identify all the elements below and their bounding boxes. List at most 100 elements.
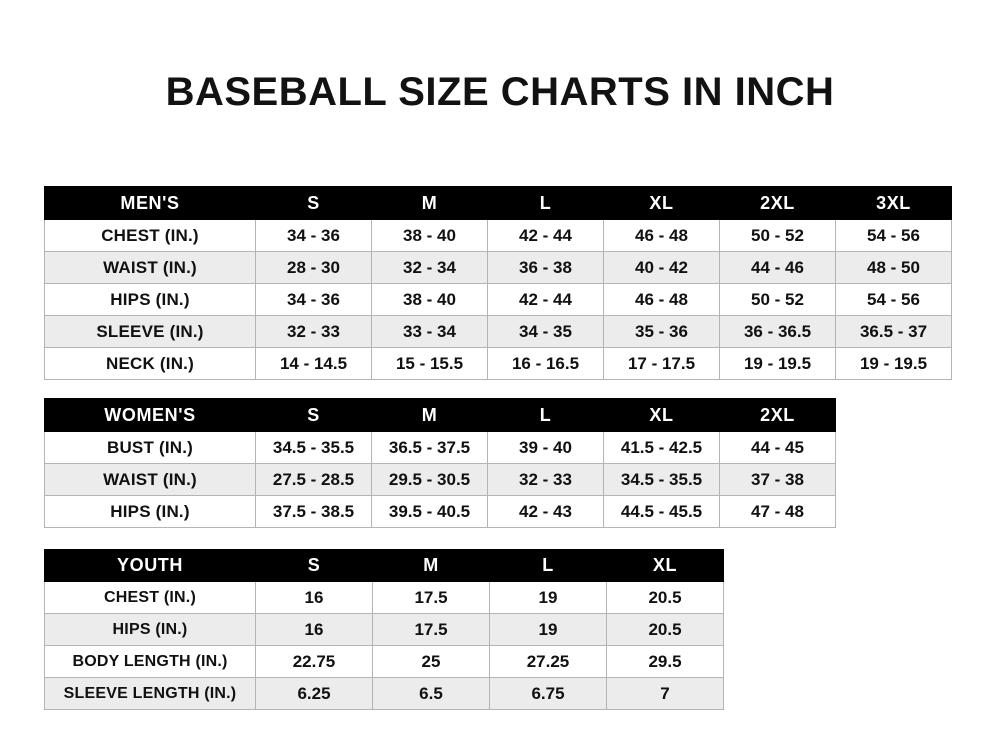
youth-size-header-xl: XL	[606, 549, 724, 582]
measurement-value: 54 - 56	[835, 219, 952, 252]
measurement-value: 17.5	[372, 581, 490, 614]
measurement-value: 14 - 14.5	[255, 347, 372, 380]
measurement-value: 36 - 38	[487, 251, 604, 284]
mens-header-row: MEN'S S M L XL 2XL 3XL	[44, 186, 952, 220]
table-row: BODY LENGTH (IN.) 22.75 25 27.25 29.5	[44, 645, 724, 678]
mens-size-header-s: S	[255, 186, 372, 220]
youth-size-table: YOUTH S M L XL CHEST (IN.) 16 17.5 19 20.5 HIPS (…	[44, 549, 724, 710]
measurement-value: 39 - 40	[487, 431, 604, 464]
table-row: NECK (IN.) 14 - 14.5 15 - 15.5 16 - 16.5 17 …	[44, 347, 952, 380]
womens-size-header-l: L	[487, 398, 604, 432]
mens-size-header-l: L	[487, 186, 604, 220]
measurement-value: 16	[255, 613, 373, 646]
measurement-value: 50 - 52	[719, 283, 836, 316]
measurement-value: 36 - 36.5	[719, 315, 836, 348]
measurement-value: 27.5 - 28.5	[255, 463, 372, 496]
womens-size-header-2xl: 2XL	[719, 398, 836, 432]
table-row: BUST (IN.) 34.5 - 35.5 36.5 - 37.5 39 - 40 4…	[44, 431, 836, 464]
measurement-value: 29.5 - 30.5	[371, 463, 488, 496]
measurement-value: 17 - 17.5	[603, 347, 720, 380]
mens-header-title: MEN'S	[44, 186, 256, 220]
mens-table-head: MEN'S S M L XL 2XL 3XL	[44, 186, 952, 220]
measurement-value: 36.5 - 37.5	[371, 431, 488, 464]
measurement-value: 34.5 - 35.5	[603, 463, 720, 496]
measurement-value: 25	[372, 645, 490, 678]
youth-measurement-label: HIPS (IN.)	[44, 613, 256, 646]
measurement-value: 34 - 35	[487, 315, 604, 348]
measurement-value: 19	[489, 613, 607, 646]
measurement-value: 42 - 43	[487, 495, 604, 528]
measurement-value: 34 - 36	[255, 283, 372, 316]
measurement-value: 44.5 - 45.5	[603, 495, 720, 528]
womens-measurement-label: WAIST (IN.)	[44, 463, 256, 496]
womens-header-row: WOMEN'S S M L XL 2XL	[44, 398, 836, 432]
youth-table-body: CHEST (IN.) 16 17.5 19 20.5 HIPS (IN.) 16 17.5 1…	[44, 581, 724, 710]
table-row: HIPS (IN.) 16 17.5 19 20.5	[44, 613, 724, 646]
measurement-value: 6.25	[255, 677, 373, 710]
measurement-value: 44 - 45	[719, 431, 836, 464]
measurement-value: 33 - 34	[371, 315, 488, 348]
measurement-value: 37.5 - 38.5	[255, 495, 372, 528]
mens-measurement-label: CHEST (IN.)	[44, 219, 256, 252]
mens-measurement-label: SLEEVE (IN.)	[44, 315, 256, 348]
measurement-value: 38 - 40	[371, 219, 488, 252]
measurement-value: 17.5	[372, 613, 490, 646]
measurement-value: 50 - 52	[719, 219, 836, 252]
measurement-value: 19 - 19.5	[719, 347, 836, 380]
womens-table-head: WOMEN'S S M L XL 2XL	[44, 398, 836, 432]
mens-measurement-label: NECK (IN.)	[44, 347, 256, 380]
measurement-value: 6.5	[372, 677, 490, 710]
measurement-value: 36.5 - 37	[835, 315, 952, 348]
measurement-value: 44 - 46	[719, 251, 836, 284]
table-row: HIPS (IN.) 34 - 36 38 - 40 42 - 44 46 - 48 50…	[44, 283, 952, 316]
table-row: SLEEVE LENGTH (IN.) 6.25 6.5 6.75 7	[44, 677, 724, 710]
mens-measurement-label: WAIST (IN.)	[44, 251, 256, 284]
measurement-value: 28 - 30	[255, 251, 372, 284]
measurement-value: 32 - 33	[487, 463, 604, 496]
mens-measurement-label: HIPS (IN.)	[44, 283, 256, 316]
measurement-value: 42 - 44	[487, 219, 604, 252]
youth-measurement-label: BODY LENGTH (IN.)	[44, 645, 256, 678]
measurement-value: 19	[489, 581, 607, 614]
mens-size-header-xl: XL	[603, 186, 720, 220]
table-row: HIPS (IN.) 37.5 - 38.5 39.5 - 40.5 42 - 43 4…	[44, 495, 836, 528]
youth-header-row: YOUTH S M L XL	[44, 549, 724, 582]
measurement-value: 29.5	[606, 645, 724, 678]
womens-table-body: BUST (IN.) 34.5 - 35.5 36.5 - 37.5 39 - 40 4…	[44, 431, 836, 528]
table-row: SLEEVE (IN.) 32 - 33 33 - 34 34 - 35 35 - 36…	[44, 315, 952, 348]
youth-header-title: YOUTH	[44, 549, 256, 582]
measurement-value: 37 - 38	[719, 463, 836, 496]
mens-table-body: CHEST (IN.) 34 - 36 38 - 40 42 - 44 46 - 48 5…	[44, 219, 952, 380]
measurement-value: 7	[606, 677, 724, 710]
measurement-value: 38 - 40	[371, 283, 488, 316]
table-row: WAIST (IN.) 28 - 30 32 - 34 36 - 38 40 - 42 4…	[44, 251, 952, 284]
measurement-value: 6.75	[489, 677, 607, 710]
womens-measurement-label: HIPS (IN.)	[44, 495, 256, 528]
measurement-value: 42 - 44	[487, 283, 604, 316]
measurement-value: 47 - 48	[719, 495, 836, 528]
measurement-value: 48 - 50	[835, 251, 952, 284]
measurement-value: 54 - 56	[835, 283, 952, 316]
mens-size-header-2xl: 2XL	[719, 186, 836, 220]
measurement-value: 46 - 48	[603, 219, 720, 252]
table-row: WAIST (IN.) 27.5 - 28.5 29.5 - 30.5 32 - 33…	[44, 463, 836, 496]
womens-size-header-xl: XL	[603, 398, 720, 432]
measurement-value: 19 - 19.5	[835, 347, 952, 380]
measurement-value: 34.5 - 35.5	[255, 431, 372, 464]
youth-size-header-m: M	[372, 549, 490, 582]
womens-header-title: WOMEN'S	[44, 398, 256, 432]
youth-size-header-s: S	[255, 549, 373, 582]
page-title: BASEBALL SIZE CHARTS IN INCH	[165, 70, 835, 114]
measurement-value: 20.5	[606, 581, 724, 614]
mens-size-header-m: M	[371, 186, 488, 220]
measurement-value: 20.5	[606, 613, 724, 646]
womens-size-table: WOMEN'S S M L XL 2XL BUST (IN.) 34.5 - 35.5 36.…	[44, 398, 836, 528]
measurement-value: 34 - 36	[255, 219, 372, 252]
table-row: CHEST (IN.) 16 17.5 19 20.5	[44, 581, 724, 614]
measurement-value: 46 - 48	[603, 283, 720, 316]
measurement-value: 16	[255, 581, 373, 614]
youth-table-head: YOUTH S M L XL	[44, 549, 724, 582]
womens-size-header-m: M	[371, 398, 488, 432]
measurement-value: 27.25	[489, 645, 607, 678]
